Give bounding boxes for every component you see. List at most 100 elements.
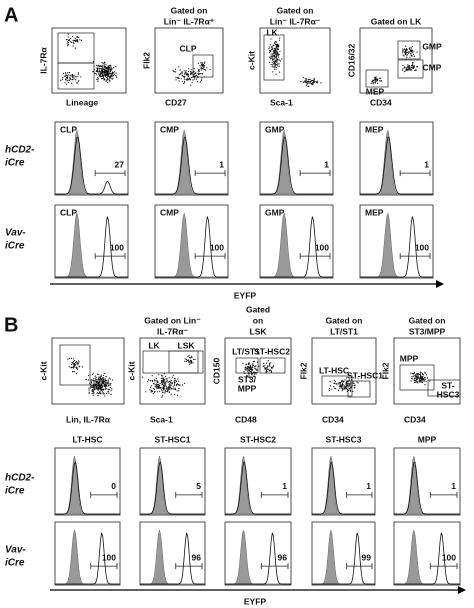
event-dot (255, 368, 257, 370)
event-dot (103, 78, 106, 80)
event-dot (187, 74, 189, 76)
gate-header: Gated on (171, 5, 208, 15)
gate-label: LK (148, 340, 160, 350)
event-dot (98, 71, 100, 73)
event-dot (163, 373, 166, 375)
event-dot (194, 78, 196, 80)
event-dot (271, 66, 273, 68)
event-dot (348, 379, 351, 381)
event-dot (304, 78, 306, 80)
event-dot (403, 49, 405, 51)
event-dot (411, 52, 413, 54)
event-dot (276, 53, 278, 55)
event-dot (417, 382, 419, 384)
event-dot (374, 76, 376, 78)
percent-label: 1 (282, 481, 287, 491)
event-dot (168, 385, 170, 387)
event-dot (278, 65, 280, 67)
event-dot (412, 373, 414, 375)
event-dot (102, 380, 104, 382)
event-dot (269, 369, 271, 372)
event-dot (374, 80, 376, 82)
event-dot (163, 381, 165, 383)
event-dot (199, 81, 201, 83)
event-dot (370, 82, 372, 84)
event-dot (154, 385, 156, 388)
event-dot (274, 56, 276, 58)
event-dot (68, 71, 70, 74)
event-dot (72, 366, 74, 368)
event-dot (413, 51, 415, 53)
event-dot (249, 368, 251, 371)
reporter-histogram (394, 461, 460, 515)
event-dot (149, 389, 151, 391)
event-dot (161, 374, 163, 376)
reporter-histogram (225, 461, 291, 515)
event-dot (270, 50, 272, 53)
event-dot (357, 382, 359, 384)
event-dot (269, 61, 271, 63)
event-dot (68, 79, 70, 81)
event-dot (166, 379, 168, 382)
positive-gate-bar (175, 491, 203, 498)
event-dot (278, 56, 280, 58)
gate-box (399, 364, 435, 391)
event-dot (149, 386, 152, 388)
event-dot (103, 384, 105, 386)
event-dot (76, 39, 78, 41)
event-dot (106, 71, 108, 73)
event-dot (346, 377, 348, 379)
event-dot (271, 48, 273, 51)
event-dot (328, 388, 330, 390)
event-dot (372, 79, 374, 81)
event-dot (272, 64, 274, 66)
row-label: iCre (5, 486, 25, 497)
event-dot (345, 381, 347, 384)
event-dot (173, 384, 175, 386)
event-dot (342, 389, 344, 391)
event-dot (100, 378, 102, 380)
event-dot (338, 382, 340, 384)
event-dot (412, 378, 414, 380)
event-dot (374, 77, 377, 79)
event-dot (263, 365, 265, 367)
event-dot (352, 390, 354, 392)
event-dot (422, 374, 424, 376)
event-dot (97, 386, 99, 388)
event-dot (99, 74, 102, 76)
event-dot (425, 381, 427, 383)
event-dot (102, 63, 104, 65)
event-dot (103, 372, 105, 375)
event-dot (107, 383, 109, 385)
event-dot (102, 377, 104, 379)
event-dot (346, 384, 348, 386)
event-dot (185, 70, 187, 72)
event-dot (67, 33, 69, 35)
event-dot (184, 75, 186, 77)
reporter-histogram (360, 136, 433, 195)
percent-label: 1 (424, 159, 429, 169)
event-dot (75, 366, 77, 368)
event-dot (197, 62, 199, 64)
event-dot (177, 384, 180, 386)
event-dot (175, 388, 177, 390)
plot-frame (259, 121, 334, 196)
event-dot (99, 377, 101, 379)
event-dot (106, 385, 108, 387)
gate-box (259, 357, 286, 374)
event-dot (168, 391, 170, 393)
event-dot (270, 371, 273, 373)
event-dot (268, 364, 271, 366)
x-axis-label: CD34 (370, 97, 392, 107)
event-dot (97, 373, 99, 375)
event-dot (346, 380, 348, 383)
event-dot (278, 59, 280, 61)
event-dot (247, 365, 249, 367)
gate-label: MPP (238, 383, 257, 393)
event-dot (335, 387, 337, 390)
event-dot (181, 384, 184, 386)
event-dot (247, 364, 249, 366)
event-dot (423, 379, 425, 381)
event-dot (194, 358, 196, 360)
event-dot (95, 383, 97, 385)
